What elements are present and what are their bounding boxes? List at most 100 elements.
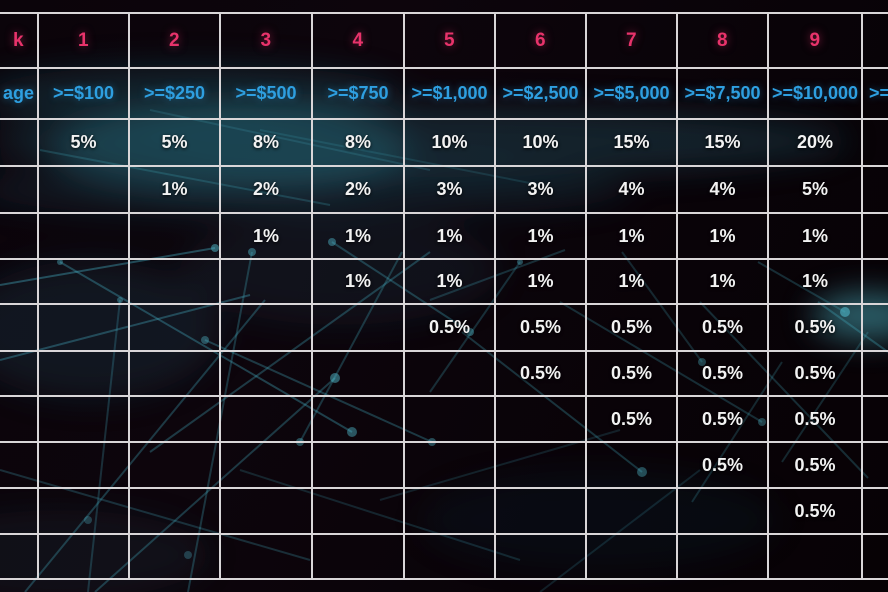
value-cell: 4% [587, 167, 678, 214]
threshold-cell-4: >=$750 [313, 69, 405, 120]
value-cell: 15% [678, 120, 769, 167]
value-cell [39, 443, 130, 489]
empty-cell [863, 214, 888, 260]
value-cell: 1% [678, 260, 769, 305]
value-cell: 1% [405, 260, 496, 305]
rank-cell-8: 8 [678, 14, 769, 69]
rank-cell-9: 9 [769, 14, 863, 69]
value-cell: 0.5% [678, 397, 769, 443]
empty-cell [863, 120, 888, 167]
value-cell [39, 167, 130, 214]
threshold-cell-8: >=$7,500 [678, 69, 769, 120]
value-cell: 0.5% [678, 305, 769, 352]
threshold-cell-6: >=$2,500 [496, 69, 587, 120]
value-cell: 0.5% [496, 352, 587, 397]
value-cell: 0.5% [405, 305, 496, 352]
empty-cell [863, 443, 888, 489]
value-cell [313, 443, 405, 489]
empty-cell [863, 352, 888, 397]
value-cell: 10% [405, 120, 496, 167]
value-cell [496, 397, 587, 443]
value-cell [405, 397, 496, 443]
value-cell [496, 443, 587, 489]
value-cell [405, 352, 496, 397]
value-cell [130, 443, 221, 489]
value-cell [587, 443, 678, 489]
empty-cell [313, 535, 405, 580]
value-cell: 1% [769, 260, 863, 305]
value-cell: 2% [221, 167, 313, 214]
empty-cell [0, 305, 39, 352]
empty-cell [0, 167, 39, 214]
value-cell [496, 489, 587, 535]
value-cell [130, 397, 221, 443]
value-cell: 5% [130, 120, 221, 167]
value-cell [130, 352, 221, 397]
value-cell [221, 489, 313, 535]
empty-cell [0, 260, 39, 305]
value-cell: 0.5% [769, 489, 863, 535]
value-cell [221, 443, 313, 489]
value-cell: 0.5% [587, 352, 678, 397]
value-cell [130, 305, 221, 352]
value-cell [130, 214, 221, 260]
empty-cell [221, 535, 313, 580]
value-cell [130, 489, 221, 535]
value-cell [405, 443, 496, 489]
value-cell [221, 352, 313, 397]
value-cell: 1% [587, 214, 678, 260]
empty-cell [405, 535, 496, 580]
empty-cell [863, 260, 888, 305]
value-cell: 1% [496, 260, 587, 305]
rank-cell-4: 4 [313, 14, 405, 69]
value-cell: 0.5% [587, 397, 678, 443]
value-cell: 20% [769, 120, 863, 167]
empty-cell [130, 535, 221, 580]
value-cell: 1% [313, 214, 405, 260]
value-cell: 1% [130, 167, 221, 214]
empty-cell [0, 397, 39, 443]
threshold-cell-1: >=$100 [39, 69, 130, 120]
value-cell [678, 489, 769, 535]
empty-cell [496, 535, 587, 580]
value-cell: 1% [496, 214, 587, 260]
rank-cell-7: 7 [587, 14, 678, 69]
commission-table: k 1 2 3 4 5 6 7 8 9 age >=$100 >=$250 >=… [0, 12, 888, 580]
empty-cell [587, 535, 678, 580]
value-cell: 10% [496, 120, 587, 167]
rank-header-fragment: k [0, 14, 39, 69]
value-cell [39, 214, 130, 260]
value-cell [313, 305, 405, 352]
rank-cell-3: 3 [221, 14, 313, 69]
threshold-label-fragment: age [0, 69, 39, 120]
threshold-cell-5: >=$1,000 [405, 69, 496, 120]
value-cell: 1% [221, 214, 313, 260]
empty-cell [863, 535, 888, 580]
value-cell [313, 397, 405, 443]
empty-cell [0, 443, 39, 489]
value-cell: 0.5% [678, 443, 769, 489]
threshold-cell-2: >=$250 [130, 69, 221, 120]
value-cell: 0.5% [769, 443, 863, 489]
empty-cell [863, 489, 888, 535]
value-cell: 0.5% [769, 397, 863, 443]
rank-cell-partial [863, 14, 888, 69]
value-cell [221, 305, 313, 352]
empty-cell [0, 120, 39, 167]
value-cell: 2% [313, 167, 405, 214]
value-cell [221, 397, 313, 443]
empty-cell [863, 167, 888, 214]
empty-cell [678, 535, 769, 580]
threshold-cell-9: >=$10,000 [769, 69, 863, 120]
value-cell: 4% [678, 167, 769, 214]
rank-cell-5: 5 [405, 14, 496, 69]
empty-cell [0, 489, 39, 535]
value-cell [313, 352, 405, 397]
rank-cell-6: 6 [496, 14, 587, 69]
value-cell: 3% [405, 167, 496, 214]
rank-cell-1: 1 [39, 14, 130, 69]
value-cell [221, 260, 313, 305]
value-cell: 1% [769, 214, 863, 260]
